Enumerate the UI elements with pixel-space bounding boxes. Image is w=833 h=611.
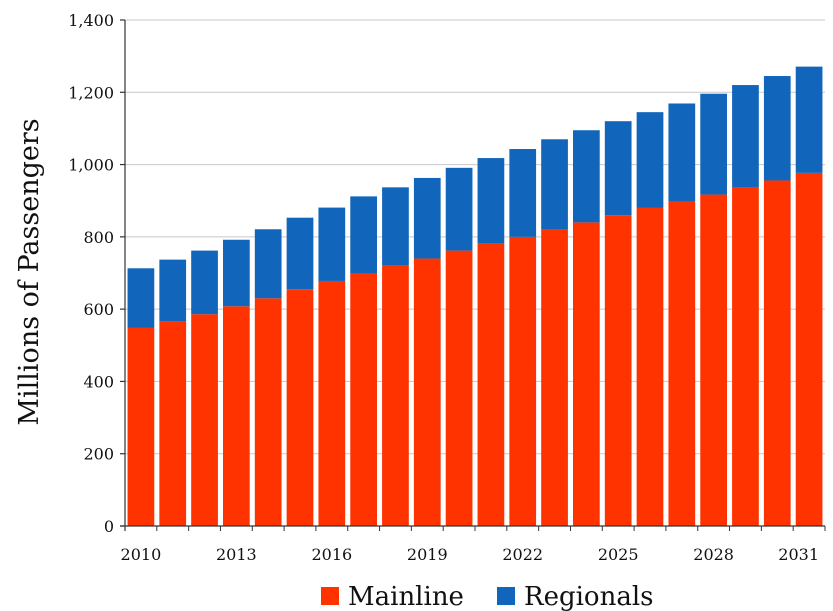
bar-regionals-2016	[318, 207, 346, 281]
bars	[127, 66, 823, 527]
y-tick-label: 600	[83, 300, 114, 319]
bar-regionals-2013	[223, 239, 250, 307]
legend-swatch-mainline	[321, 587, 339, 605]
legend: Mainline Regionals	[321, 582, 653, 611]
bar-mainline-2023	[541, 229, 568, 526]
bar-regionals-2029	[732, 85, 759, 188]
bar-mainline-2013	[223, 306, 250, 526]
bar-regionals-2026	[636, 112, 664, 208]
y-tick-label: 1,000	[68, 156, 114, 175]
bar-regionals-2021	[477, 158, 505, 244]
bar-mainline-2025	[604, 215, 632, 526]
bar-regionals-2018	[382, 187, 409, 266]
y-tick-label: 400	[83, 372, 114, 391]
bar-mainline-2030	[763, 180, 791, 526]
bar-regionals-2017	[350, 196, 377, 273]
bar-mainline-2022	[509, 236, 537, 526]
x-tick-label: 2013	[216, 545, 257, 564]
y-tick-label: 1,200	[68, 83, 114, 102]
legend-label-regionals: Regionals	[524, 582, 653, 611]
legend-label-mainline: Mainline	[348, 582, 464, 611]
y-tick-label: 200	[83, 445, 114, 464]
bar-mainline-2020	[445, 250, 473, 526]
bar-mainline-2018	[382, 265, 409, 526]
x-tick-label: 2019	[407, 545, 448, 564]
bar-regionals-2028	[700, 93, 727, 195]
y-tick-label: 0	[104, 517, 114, 536]
x-tick-label: 2010	[121, 545, 162, 564]
bar-regionals-2015	[286, 217, 314, 290]
bar-regionals-2024	[573, 130, 600, 223]
bar-mainline-2021	[477, 243, 505, 526]
legend-swatch-regionals	[497, 587, 515, 605]
bar-regionals-2030	[763, 76, 791, 181]
x-tick-labels: 2010 2013 2016 2019 2022 2025 2028 2031	[121, 545, 819, 564]
bar-mainline-2029	[732, 187, 759, 526]
bar-mainline-2031	[795, 172, 823, 527]
bar-mainline-2017	[350, 273, 377, 526]
bar-regionals-2020	[445, 167, 473, 251]
x-tick-label: 2031	[778, 545, 819, 564]
bar-mainline-2010	[127, 327, 155, 526]
bar-regionals-2025	[604, 121, 632, 216]
x-tick-label: 2022	[502, 545, 543, 564]
bar-mainline-2027	[668, 201, 696, 527]
bar-mainline-2012	[191, 314, 218, 526]
bar-mainline-2024	[573, 222, 600, 526]
bar-regionals-2011	[159, 259, 187, 322]
bar-regionals-2031	[795, 66, 823, 173]
y-tick-label: 800	[83, 228, 114, 247]
bar-mainline-2028	[700, 194, 727, 526]
bar-regionals-2019	[413, 177, 441, 259]
y-tick-label: 1,400	[68, 11, 114, 30]
x-tick-label: 2028	[693, 545, 734, 564]
x-tick-label: 2025	[598, 545, 639, 564]
y-tick-labels: 0 200 400 600 800 1,000 1,200 1,400	[68, 11, 114, 536]
axes	[120, 19, 826, 531]
bar-mainline-2026	[636, 207, 664, 526]
bar-regionals-2023	[541, 139, 568, 230]
bar-regionals-2027	[668, 103, 696, 202]
bar-mainline-2019	[413, 258, 441, 526]
bar-regionals-2012	[191, 250, 218, 315]
x-tick-label: 2016	[311, 545, 352, 564]
y-axis-label: Millions of Passengers	[14, 118, 45, 425]
bar-mainline-2011	[159, 321, 187, 526]
bar-mainline-2015	[286, 289, 314, 526]
bar-regionals-2014	[254, 229, 282, 299]
bar-mainline-2014	[254, 298, 282, 526]
bar-regionals-2022	[509, 149, 537, 237]
bar-mainline-2016	[318, 280, 346, 526]
bar-regionals-2010	[127, 268, 155, 328]
